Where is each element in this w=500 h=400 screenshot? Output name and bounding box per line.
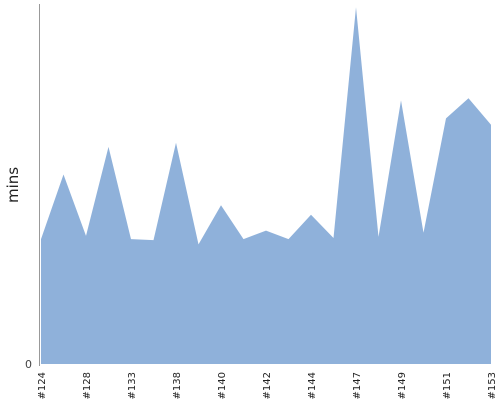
x-tick-label: #128 — [82, 372, 93, 399]
area-series — [41, 7, 491, 364]
x-tick-label: #133 — [127, 372, 138, 399]
plot-area — [41, 7, 491, 364]
x-tick-label: #124 — [37, 372, 48, 399]
x-tick-label: #140 — [217, 372, 228, 399]
y-axis-label: mins — [4, 167, 22, 203]
x-tick-label: #153 — [487, 372, 498, 399]
x-tick-label: #149 — [397, 372, 408, 399]
x-tick-label: #138 — [172, 372, 183, 399]
x-axis-tick-labels: #124 #128 #133 #138 #140 #142 #144 #147 #149 #151… — [37, 372, 498, 399]
x-tick-label: #142 — [262, 372, 273, 399]
x-tick-label: #144 — [307, 372, 318, 399]
x-tick-label: #151 — [442, 372, 453, 399]
x-tick-label: #147 — [352, 372, 363, 399]
y-tick-label-0: 0 — [25, 358, 32, 371]
